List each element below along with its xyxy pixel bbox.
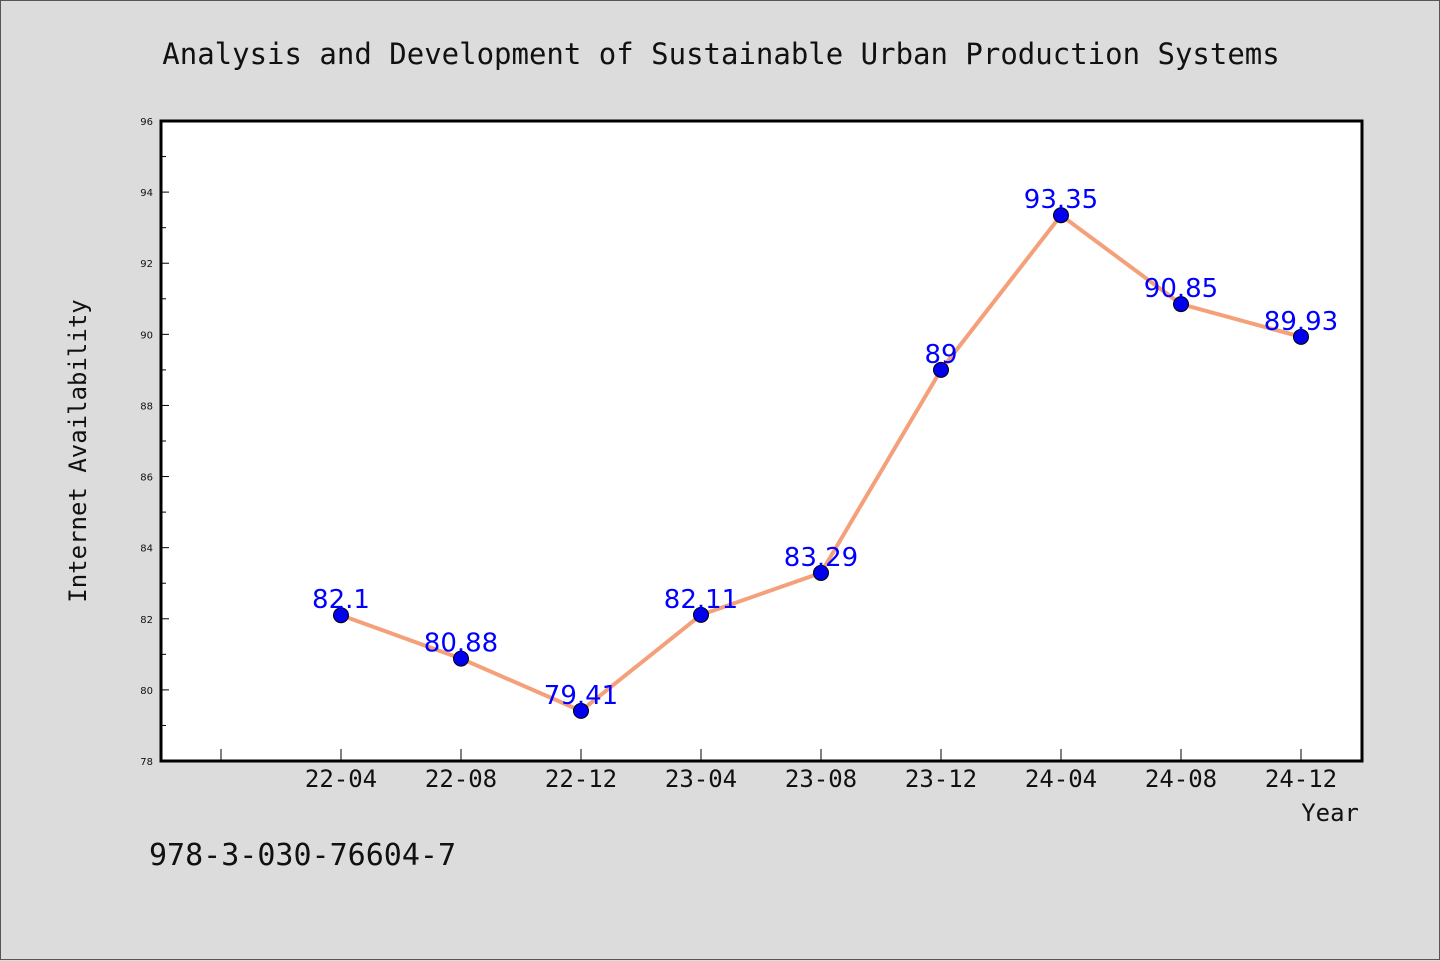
data-point bbox=[333, 607, 349, 624]
plot-area bbox=[159, 119, 1364, 763]
y-tick-label: 94 bbox=[140, 188, 153, 199]
x-tick-label: 24-08 bbox=[1145, 765, 1217, 793]
series-markers bbox=[333, 207, 1309, 719]
x-axis: 22-04 22-08 22-12 23-04 23-08 23-12 24-04 24-08… bbox=[220, 749, 1337, 793]
data-point bbox=[693, 606, 709, 623]
y-tick-label: 90 bbox=[140, 330, 153, 341]
data-label: 89.93 bbox=[1264, 307, 1338, 337]
x-tick-label: 22-08 bbox=[425, 765, 497, 793]
data-label: 90.85 bbox=[1144, 274, 1218, 304]
chart-title: Analysis and Development of Sustainable … bbox=[162, 37, 1279, 71]
y-tick-label: 78 bbox=[140, 757, 153, 768]
data-point bbox=[813, 564, 829, 581]
y-tick-label: 96 bbox=[140, 117, 153, 128]
data-point bbox=[573, 702, 589, 719]
data-point bbox=[453, 650, 469, 667]
x-tick-label: 22-04 bbox=[305, 765, 377, 793]
data-labels: 82.1 80.88 79.41 82.11 83.29 89 93.35 90.85 89.9… bbox=[312, 185, 1338, 711]
x-tick-label: 22-12 bbox=[545, 765, 617, 793]
data-label: 82.11 bbox=[664, 585, 738, 615]
data-label: 82.1 bbox=[312, 585, 370, 615]
y-tick-label: 80 bbox=[140, 686, 153, 697]
y-tick-label: 88 bbox=[140, 401, 153, 412]
y-tick-label: 84 bbox=[140, 544, 153, 555]
isbn-text: 978-3-030-76604-7 bbox=[149, 838, 456, 873]
data-point bbox=[933, 361, 949, 378]
data-label: 89 bbox=[924, 340, 957, 370]
x-tick-label: 23-08 bbox=[785, 765, 857, 793]
data-point bbox=[1173, 296, 1189, 313]
x-tick-label: 23-12 bbox=[905, 765, 977, 793]
x-axis-label: Year bbox=[1301, 799, 1359, 827]
y-axis-label: Internet Availability bbox=[64, 299, 92, 602]
data-point bbox=[1293, 328, 1309, 345]
y-axis: 78 80 82 84 86 88 90 92 94 96 bbox=[140, 117, 169, 768]
data-point bbox=[1053, 207, 1069, 224]
y-tick-label: 82 bbox=[140, 615, 153, 626]
y-tick-label: 86 bbox=[140, 473, 153, 484]
y-tick-label: 92 bbox=[140, 259, 153, 270]
x-tick-label: 24-12 bbox=[1265, 765, 1337, 793]
x-tick-label: 24-04 bbox=[1025, 765, 1097, 793]
data-label: 93.35 bbox=[1024, 185, 1098, 215]
data-label: 83.29 bbox=[784, 543, 858, 573]
data-label: 80.88 bbox=[424, 629, 498, 659]
data-label: 79.41 bbox=[544, 681, 618, 711]
x-tick-label: 23-04 bbox=[665, 765, 737, 793]
